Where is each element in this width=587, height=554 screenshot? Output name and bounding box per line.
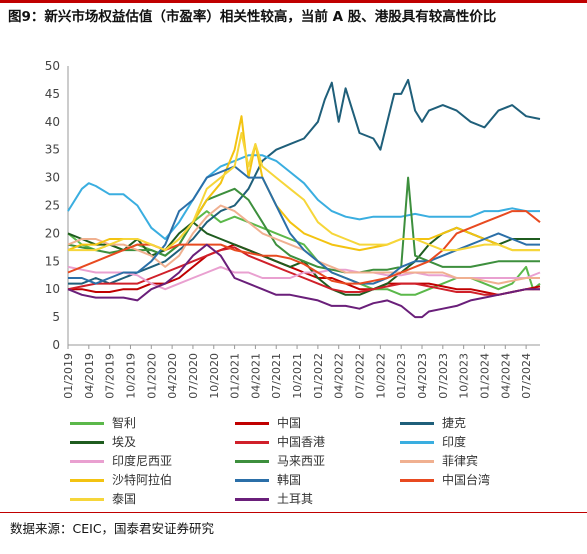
x-tick-label: 04/2023 (416, 353, 429, 399)
legend-swatch (70, 422, 104, 425)
legend-label: 印度 (442, 435, 467, 449)
source-note: 数据来源：CEIC，国泰君安证券研究 (10, 521, 215, 536)
x-tick-label: 07/2024 (520, 353, 533, 399)
legend-label: 马来西亚 (277, 454, 326, 468)
legend-swatch (70, 441, 104, 444)
x-tick-label: 10/2020 (208, 353, 221, 399)
series-line-7 (67, 176, 540, 274)
chart-area: 0 5 10 15 20 25 30 35 40 45 50 01/2019 04/2019 07/201… (0, 54, 587, 410)
y-tick-label: 0 (52, 338, 60, 352)
x-tick-label: 01/2021 (229, 353, 242, 399)
series-line-2 (68, 78, 541, 285)
legend-swatch (400, 460, 434, 463)
legend-label: 沙特阿拉伯 (112, 473, 173, 487)
y-tick-label: 25 (45, 199, 60, 213)
x-tick-label: 10/2022 (374, 353, 387, 399)
x-tick-label: 10/2019 (124, 353, 137, 399)
legend-label: 中国香港 (277, 435, 326, 449)
x-tick-label: 04/2019 (83, 353, 96, 399)
x-tick-label: 07/2019 (104, 353, 117, 399)
series-line-12 (68, 132, 540, 252)
y-tick-label: 50 (45, 59, 60, 73)
top-rule (0, 0, 587, 3)
legend: 智利 中国 捷克埃及 中国香港 印度印度尼西亚 马来西亚 菲律宾沙特阿拉伯 韩国 中国台湾泰国 土… (70, 414, 550, 506)
legend-label: 泰国 (112, 492, 137, 506)
bottom-rule (0, 512, 587, 513)
y-tick-label: 45 (45, 87, 60, 101)
y-tick-label: 30 (45, 171, 60, 185)
y-tick-label: 40 (45, 115, 60, 129)
y-tick-label: 5 (52, 310, 60, 324)
line-chart: 0 5 10 15 20 25 30 35 40 45 50 01/2019 04/2019 07/201… (45, 59, 541, 399)
legend-label: 埃及 (112, 435, 137, 449)
x-tick-label: 04/2022 (333, 353, 346, 399)
legend-swatch (235, 460, 269, 463)
series-line-5 (67, 154, 540, 240)
legend-label: 韩国 (277, 473, 302, 487)
legend-swatch (70, 498, 104, 501)
legend-label: 印度尼西亚 (112, 454, 173, 468)
legend-swatch (70, 460, 104, 463)
legend-swatch (235, 441, 269, 444)
x-tick-label: 07/2020 (187, 353, 200, 399)
x-tick-label: 04/2024 (499, 353, 512, 399)
x-tick-label: 01/2024 (478, 353, 491, 399)
x-tick-label: 04/2021 (249, 353, 262, 399)
legend-swatch (400, 479, 434, 482)
legend-swatch (235, 498, 269, 501)
legend-label: 中国台湾 (442, 473, 491, 487)
legend-swatch (235, 479, 269, 482)
legend-label: 土耳其 (277, 492, 314, 506)
legend-label: 捷克 (442, 416, 467, 430)
legend-swatch (235, 422, 269, 425)
x-tick-label: 01/2019 (62, 353, 75, 399)
y-tick-label: 20 (45, 226, 60, 240)
x-tick-label: 01/2023 (395, 353, 408, 399)
x-tick-label: 07/2023 (437, 353, 450, 399)
legend-swatch (70, 479, 104, 482)
legend-swatch (400, 441, 434, 444)
y-tick-label: 10 (45, 282, 60, 296)
x-tick-label: 07/2022 (354, 353, 367, 399)
y-tick-label: 35 (45, 143, 60, 157)
y-tick-label: 15 (45, 254, 60, 268)
legend-swatch (400, 422, 434, 425)
x-tick-label: 10/2023 (458, 353, 471, 399)
legend-label: 菲律宾 (442, 454, 479, 468)
x-tick-label: 04/2020 (166, 353, 179, 399)
x-tick-label: 01/2022 (312, 353, 325, 399)
x-tick-label: 01/2020 (145, 353, 158, 399)
x-tick-label: 07/2021 (270, 353, 283, 399)
chart-title: 图9：新兴市场权益估值（市盈率）相关性较高，当前 A 股、港股具有较高性价比 (8, 9, 497, 25)
legend-label: 智利 (112, 416, 137, 430)
series-line-13 (67, 243, 540, 319)
legend-label: 中国 (277, 416, 302, 430)
series-line-11 (67, 210, 541, 285)
x-tick-label: 10/2021 (291, 353, 304, 399)
series-line-1 (68, 243, 541, 296)
